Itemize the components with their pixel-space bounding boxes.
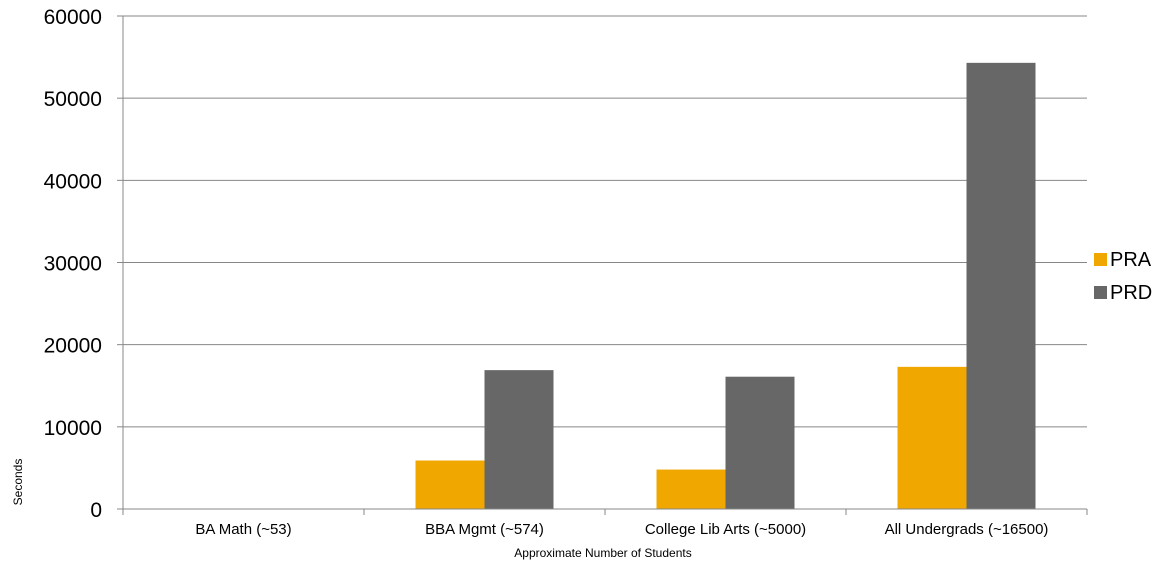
x-tick-label: College Lib Arts (~5000) [645,521,806,538]
bar-prd [484,370,554,509]
y-tick-label: 20000 [44,335,102,358]
x-axis-title: Approximate Number of Students [514,546,691,560]
legend-swatch-pra [1094,253,1107,266]
x-tick-label: BA Math (~53) [195,521,291,538]
y-tick-labels: 0 10000 20000 30000 40000 50000 60000 [44,6,102,522]
y-tick-label: 30000 [44,253,102,276]
legend-label-prd: PRD [1110,282,1152,304]
x-tick-label: BBA Mgmt (~574) [425,521,544,538]
bar-pra [656,469,726,509]
gridlines [117,15,1087,510]
y-tick-label: 0 [90,499,102,522]
y-tick-label: 50000 [44,88,102,111]
bar-pra [897,366,967,509]
legend-swatch-prd [1094,286,1107,299]
legend-label-pra: PRA [1110,249,1152,271]
x-tick-label: All Undergrads (~16500) [885,521,1049,538]
x-tick-labels: BA Math (~53) BBA Mgmt (~574) College Lib … [195,521,1048,538]
bar-pra [415,460,485,509]
legend: PRA PRD [1094,249,1152,304]
bar-prd [966,62,1036,510]
axes [122,16,1088,515]
y-tick-label: 60000 [44,6,102,29]
y-axis-title: Seconds [11,459,25,506]
y-tick-label: 10000 [44,417,102,440]
bars [174,62,1036,510]
y-tick-label: 40000 [44,170,102,193]
bar-prd [725,376,795,509]
